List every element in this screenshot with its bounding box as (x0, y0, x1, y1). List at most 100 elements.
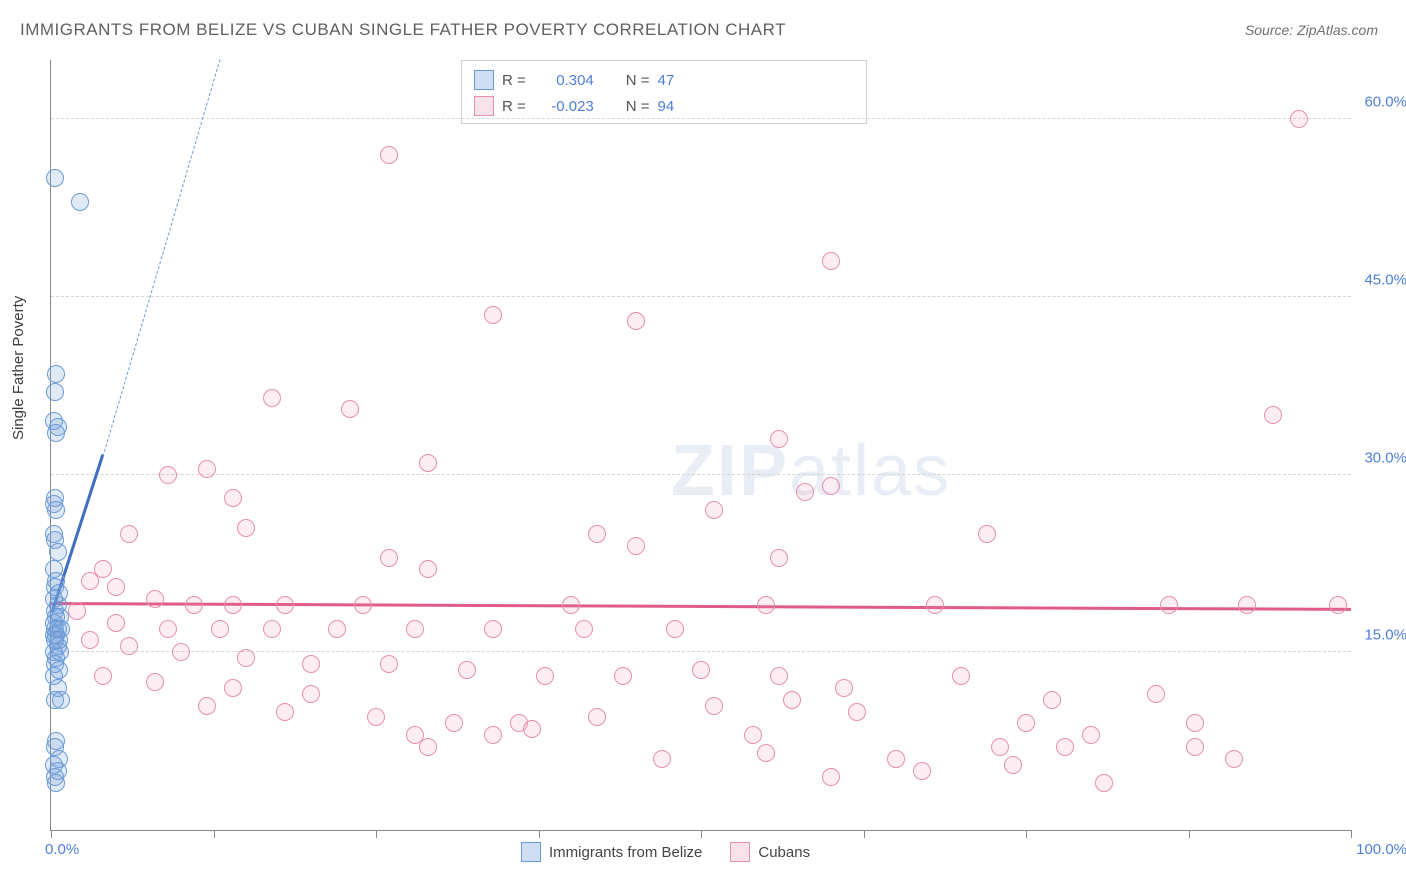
data-point-cubans (224, 679, 242, 697)
gridline (51, 474, 1351, 475)
data-point-cubans (419, 454, 437, 472)
legend-row-belize: R = 0.304 N = 47 (474, 67, 854, 93)
data-point-cubans (185, 596, 203, 614)
data-point-cubans (1043, 691, 1061, 709)
r-label: R = (502, 72, 526, 89)
data-point-cubans (523, 720, 541, 738)
data-point-cubans (783, 691, 801, 709)
data-point-cubans (107, 614, 125, 632)
x-axis-max: 100.0% (1356, 841, 1406, 858)
x-tick (1189, 830, 1190, 838)
swatch-cubans (730, 842, 750, 862)
n-label: N = (626, 72, 650, 89)
data-point-cubans (1225, 750, 1243, 768)
data-point-cubans (107, 578, 125, 596)
data-point-cubans (627, 312, 645, 330)
data-point-cubans (822, 768, 840, 786)
data-point-cubans (237, 649, 255, 667)
y-axis-label: Single Father Poverty (10, 296, 27, 440)
data-point-cubans (588, 708, 606, 726)
data-point-cubans (952, 667, 970, 685)
r-value: 0.304 (534, 72, 594, 89)
data-point-cubans (614, 667, 632, 685)
x-axis-min: 0.0% (45, 841, 79, 858)
data-point-cubans (198, 460, 216, 478)
data-point-cubans (770, 430, 788, 448)
chart-title: IMMIGRANTS FROM BELIZE VS CUBAN SINGLE F… (20, 20, 786, 40)
data-point-cubans (146, 673, 164, 691)
x-tick (1026, 830, 1027, 838)
data-point-cubans (588, 525, 606, 543)
data-point-cubans (406, 620, 424, 638)
data-point-cubans (380, 146, 398, 164)
x-tick (376, 830, 377, 838)
data-point-cubans (263, 389, 281, 407)
data-point-cubans (1186, 714, 1204, 732)
data-point-cubans (978, 525, 996, 543)
data-point-cubans (1017, 714, 1035, 732)
data-point-cubans (484, 620, 502, 638)
data-point-cubans (822, 477, 840, 495)
data-point-belize (71, 193, 89, 211)
data-point-cubans (770, 667, 788, 685)
data-point-cubans (211, 620, 229, 638)
r-value: -0.023 (534, 98, 594, 115)
data-point-cubans (159, 620, 177, 638)
data-point-cubans (159, 466, 177, 484)
source-attribution: Source: ZipAtlas.com (1245, 22, 1378, 38)
data-point-cubans (328, 620, 346, 638)
data-point-belize (46, 383, 64, 401)
legend-item-belize: Immigrants from Belize (521, 842, 702, 862)
legend-item-cubans: Cubans (730, 842, 810, 862)
data-point-cubans (627, 537, 645, 555)
n-label: N = (626, 98, 650, 115)
y-tick-label: 60.0% (1364, 94, 1406, 111)
x-tick (51, 830, 52, 838)
data-point-cubans (666, 620, 684, 638)
data-point-cubans (237, 519, 255, 537)
data-point-cubans (341, 400, 359, 418)
x-tick (1351, 830, 1352, 838)
data-point-cubans (692, 661, 710, 679)
data-point-belize (46, 169, 64, 187)
x-tick (701, 830, 702, 838)
data-point-cubans (744, 726, 762, 744)
data-point-cubans (1238, 596, 1256, 614)
legend-row-cubans: R = -0.023 N = 94 (474, 93, 854, 119)
data-point-cubans (575, 620, 593, 638)
data-point-cubans (991, 738, 1009, 756)
x-tick (214, 830, 215, 838)
data-point-cubans (770, 549, 788, 567)
data-point-cubans (1082, 726, 1100, 744)
data-point-cubans (367, 708, 385, 726)
x-tick (539, 830, 540, 838)
x-tick (864, 830, 865, 838)
data-point-cubans (653, 750, 671, 768)
data-point-cubans (887, 750, 905, 768)
n-value: 47 (658, 72, 675, 89)
swatch-cubans (474, 96, 494, 116)
data-point-cubans (302, 685, 320, 703)
swatch-belize (474, 70, 494, 90)
data-point-cubans (1160, 596, 1178, 614)
data-point-cubans (757, 744, 775, 762)
gridline (51, 118, 1351, 119)
data-point-cubans (276, 703, 294, 721)
data-point-cubans (120, 637, 138, 655)
legend-label: Immigrants from Belize (549, 844, 702, 861)
swatch-belize (521, 842, 541, 862)
data-point-cubans (380, 655, 398, 673)
data-point-cubans (536, 667, 554, 685)
data-point-belize (47, 501, 65, 519)
data-point-cubans (1004, 756, 1022, 774)
trend-line (51, 602, 1351, 611)
data-point-cubans (822, 252, 840, 270)
data-point-cubans (1329, 596, 1347, 614)
data-point-cubans (484, 306, 502, 324)
legend-label: Cubans (758, 844, 810, 861)
data-point-cubans (1290, 110, 1308, 128)
data-point-cubans (1056, 738, 1074, 756)
gridline (51, 296, 1351, 297)
data-point-belize (47, 424, 65, 442)
r-label: R = (502, 98, 526, 115)
